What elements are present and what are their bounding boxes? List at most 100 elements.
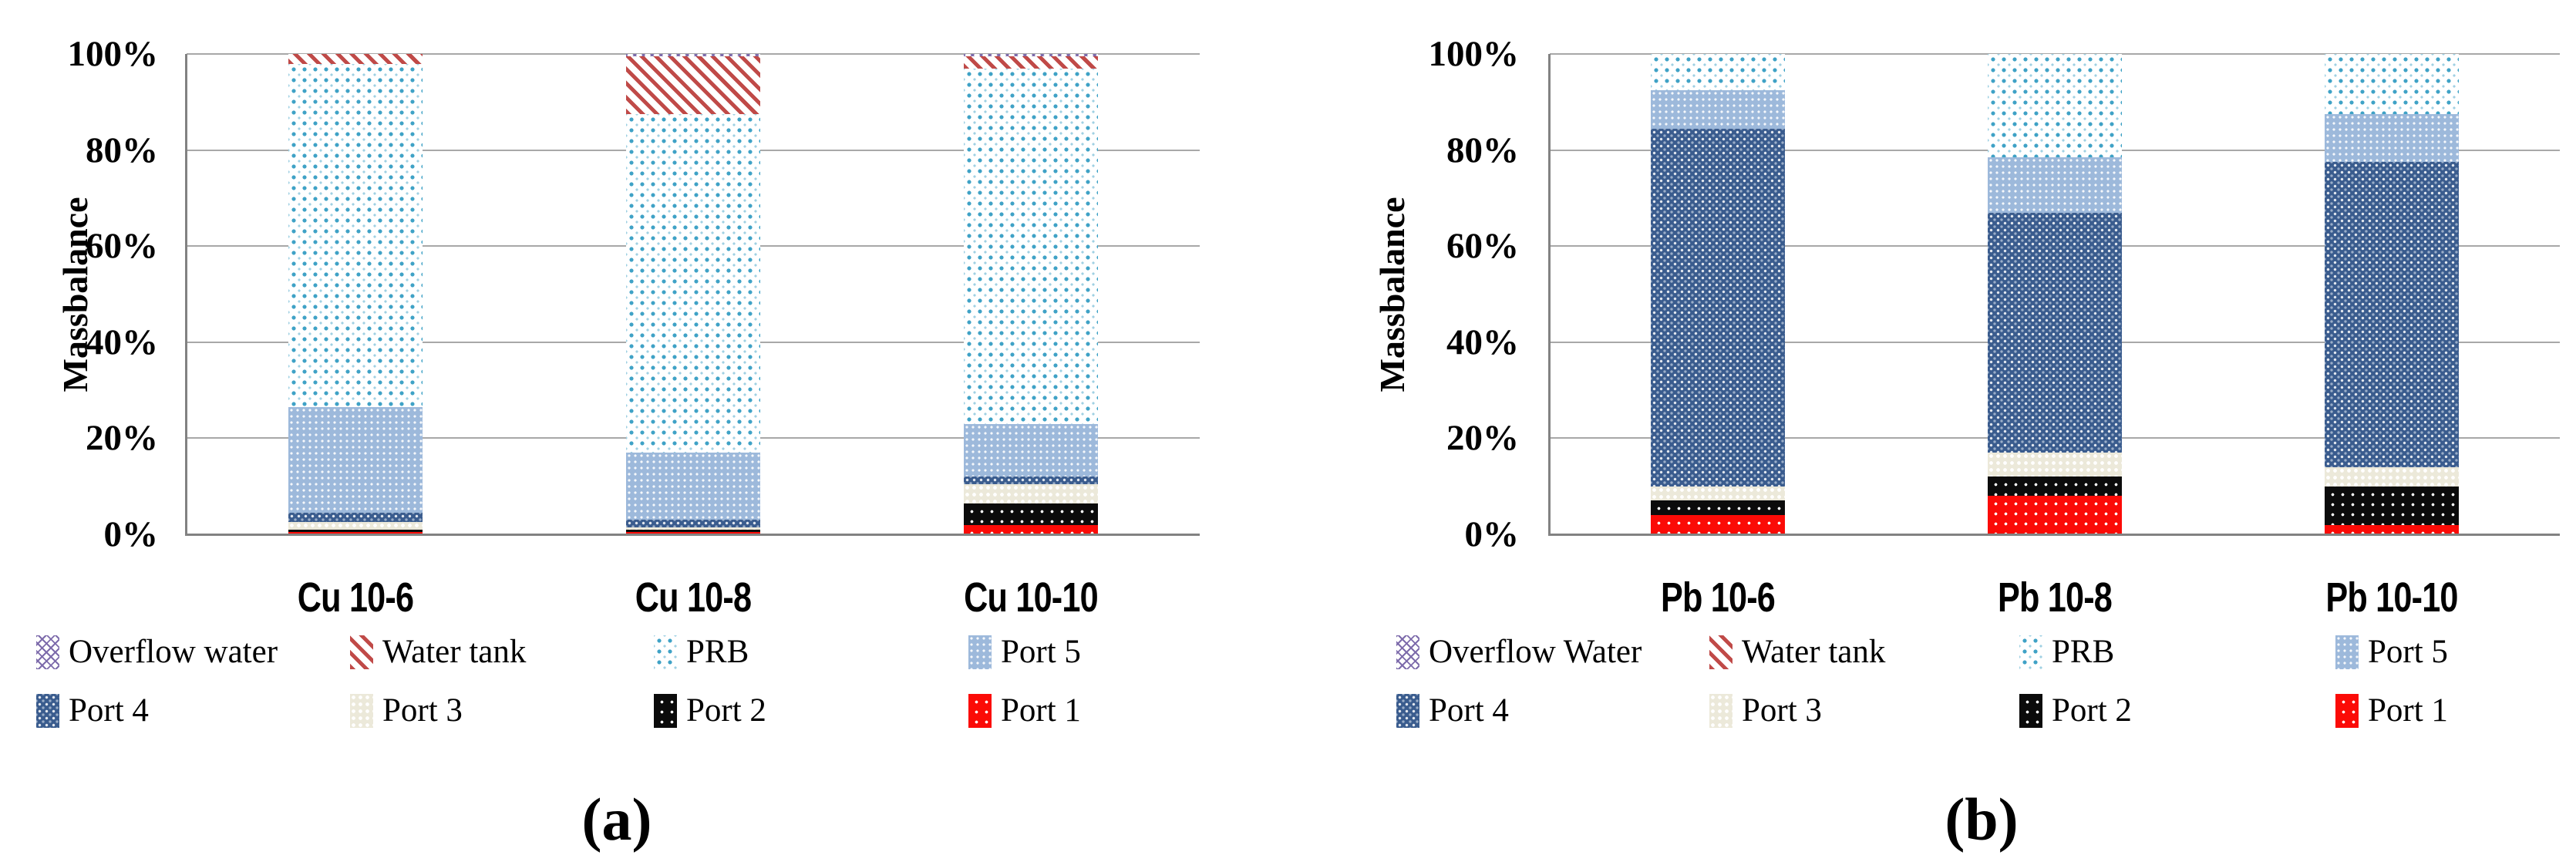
bar-segment-pb-10-10-port-5 xyxy=(2324,113,2459,163)
legend-swatch-port-3-b xyxy=(1709,694,1732,728)
bar-segment-cu-10-10-prb xyxy=(964,68,1098,424)
y-tick-label-b-20: 20% xyxy=(1446,418,1519,459)
legend-swatch-port-2-b xyxy=(2019,694,2042,728)
y-tick-label-a-0: 0% xyxy=(103,514,159,554)
panel-caption-a: (a) xyxy=(581,786,652,853)
y-tick-label-b-80: 80% xyxy=(1446,130,1519,170)
legend-swatch-port-5-a xyxy=(968,635,992,669)
bar-segment-cu-10-8-port-3 xyxy=(626,527,760,530)
bar-segment-cu-10-6-port-3 xyxy=(288,522,423,530)
legend-swatch-water-tank-b xyxy=(1709,635,1732,669)
bar-segment-cu-10-8-port-2 xyxy=(626,529,760,532)
bar-segment-cu-10-10-water-tank xyxy=(964,56,1098,69)
legend-label-prb-b: PRB xyxy=(2052,634,2115,670)
bar-segment-pb-10-10-port-3 xyxy=(2324,466,2459,487)
legend-label-water-tank-a: Water tank xyxy=(382,634,527,670)
bar-cu-10-6 xyxy=(288,54,423,534)
legend-swatch-prb-b xyxy=(2019,635,2042,669)
bar-segment-pb-10-8-port-5 xyxy=(1988,157,2122,213)
bar-segment-pb-10-10-port-1 xyxy=(2324,524,2459,534)
legend-label-water-tank-b: Water tank xyxy=(1742,634,1886,670)
legend-label-port-1-b: Port 1 xyxy=(2368,692,2448,729)
bar-pb-10-8 xyxy=(1988,54,2122,534)
panel-caption-b: (b) xyxy=(1945,786,2019,853)
bar-segment-cu-10-6-port-2 xyxy=(288,529,423,532)
category-label-cu-10-6: Cu 10-6 xyxy=(297,574,414,621)
legend-label-prb-a: PRB xyxy=(686,634,749,670)
y-axis-title-b: Massbalance xyxy=(1372,197,1412,392)
y-axis-line-b xyxy=(1548,54,1551,536)
legend-swatch-port-5-b xyxy=(2335,635,2359,669)
category-label-cu-10-8: Cu 10-8 xyxy=(635,574,752,621)
y-tick-label-a-40: 40% xyxy=(86,322,158,362)
category-label-pb-10-8: Pb 10-8 xyxy=(1997,574,2113,621)
legend-swatch-overflow-water-b xyxy=(1396,635,1419,669)
bar-segment-pb-10-10-port-2 xyxy=(2324,486,2459,525)
bar-segment-cu-10-8-port-5 xyxy=(626,453,760,520)
bar-segment-pb-10-10-prb xyxy=(2324,54,2459,114)
legend-swatch-port-2-a xyxy=(654,694,677,728)
bar-cu-10-8 xyxy=(626,54,760,534)
bar-segment-cu-10-10-port-2 xyxy=(964,503,1098,525)
bar-segment-cu-10-10-port-4 xyxy=(964,476,1098,484)
y-tick-label-b-100: 100% xyxy=(1428,34,1520,74)
bar-segment-pb-10-10-port-4 xyxy=(2324,162,2459,467)
bar-segment-cu-10-8-water-tank xyxy=(626,56,760,114)
legend-swatch-water-tank-a xyxy=(350,635,373,669)
bar-segment-pb-10-6-port-5 xyxy=(1651,89,1786,129)
legend-label-port-2-a: Port 2 xyxy=(686,692,766,729)
legend-label-overflow-water-a: Overflow water xyxy=(69,634,278,670)
bar-segment-pb-10-6-port-1 xyxy=(1651,515,1786,534)
legend-swatch-port-1-a xyxy=(968,694,992,728)
y-tick-label-a-100: 100% xyxy=(67,34,159,74)
bar-segment-cu-10-10-port-5 xyxy=(964,423,1098,477)
legend-label-port-2-b: Port 2 xyxy=(2052,692,2132,729)
y-tick-label-a-80: 80% xyxy=(86,130,158,170)
legend-swatch-prb-a xyxy=(654,635,677,669)
legend-label-port-4-b: Port 4 xyxy=(1429,692,1509,729)
gridline-a-100 xyxy=(187,53,1200,55)
bar-segment-pb-10-6-port-3 xyxy=(1651,486,1786,501)
legend-label-port-3-b: Port 3 xyxy=(1742,692,1822,729)
bar-segment-pb-10-8-prb xyxy=(1988,54,2122,157)
bar-segment-cu-10-8-overflow-water xyxy=(626,54,760,57)
category-label-pb-10-6: Pb 10-6 xyxy=(1661,574,1776,621)
bar-segment-cu-10-8-prb xyxy=(626,113,760,453)
y-tick-label-b-40: 40% xyxy=(1446,322,1519,362)
bar-pb-10-6 xyxy=(1651,54,1786,534)
legend-label-port-5-a: Port 5 xyxy=(1001,634,1081,670)
bar-segment-pb-10-8-port-2 xyxy=(1988,476,2122,497)
bar-segment-pb-10-6-port-4 xyxy=(1651,128,1786,487)
x-axis-line-a xyxy=(185,534,1200,536)
legend-swatch-port-4-a xyxy=(36,694,59,728)
gridline-b-100 xyxy=(1550,53,2560,55)
bar-segment-cu-10-10-port-1 xyxy=(964,524,1098,534)
y-tick-label-a-20: 20% xyxy=(86,418,158,459)
y-axis-title-a: Massbalance xyxy=(56,197,95,392)
legend-swatch-port-3-a xyxy=(350,694,373,728)
bar-segment-cu-10-6-port-1 xyxy=(288,531,423,534)
y-tick-label-b-60: 60% xyxy=(1446,226,1519,267)
legend-label-port-3-a: Port 3 xyxy=(382,692,463,729)
legend-label-port-1-a: Port 1 xyxy=(1001,692,1081,729)
y-tick-label-b-0: 0% xyxy=(1464,514,1520,554)
legend-swatch-overflow-water-a xyxy=(36,635,59,669)
legend-label-port-4-a: Port 4 xyxy=(69,692,149,729)
bar-segment-pb-10-8-port-4 xyxy=(1988,212,2122,453)
category-label-pb-10-10: Pb 10-10 xyxy=(2325,574,2458,621)
y-axis-line-a xyxy=(185,54,187,536)
category-label-cu-10-10: Cu 10-10 xyxy=(964,574,1098,621)
bar-segment-cu-10-6-prb xyxy=(288,63,423,407)
bar-segment-cu-10-6-port-4 xyxy=(288,512,423,523)
bar-segment-pb-10-6-prb xyxy=(1651,54,1786,90)
x-axis-line-b xyxy=(1548,534,2560,536)
bar-segment-cu-10-10-port-3 xyxy=(964,483,1098,503)
bar-segment-pb-10-8-port-3 xyxy=(1988,453,2122,477)
bar-segment-pb-10-6-port-2 xyxy=(1651,500,1786,516)
bar-segment-cu-10-8-port-4 xyxy=(626,520,760,527)
bar-cu-10-10 xyxy=(964,54,1098,534)
legend-label-port-5-b: Port 5 xyxy=(2368,634,2448,670)
bar-segment-pb-10-8-port-1 xyxy=(1988,496,2122,534)
legend-swatch-port-1-b xyxy=(2335,694,2359,728)
